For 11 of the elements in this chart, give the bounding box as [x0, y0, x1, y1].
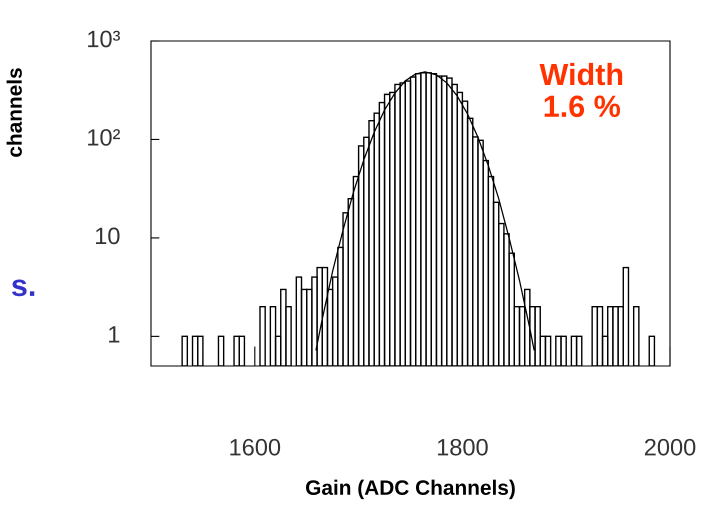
y-axis-title: channels	[6, 68, 22, 157]
text: s.	[12, 279, 34, 296]
y-tick-label: 10	[96, 228, 120, 244]
x-axis-title: Gain (ADC Channels)	[306, 480, 515, 500]
y-tick-label: 10²	[88, 129, 120, 146]
y-tick-label: 1	[109, 326, 120, 342]
x-tick-label: 1800	[438, 438, 488, 456]
annotation: Width 1.6 %	[540, 62, 622, 118]
x-tick-label: 2000	[644, 438, 696, 456]
x-tick-label: 1600	[230, 438, 280, 456]
y-tick-label: 10³	[88, 30, 120, 48]
